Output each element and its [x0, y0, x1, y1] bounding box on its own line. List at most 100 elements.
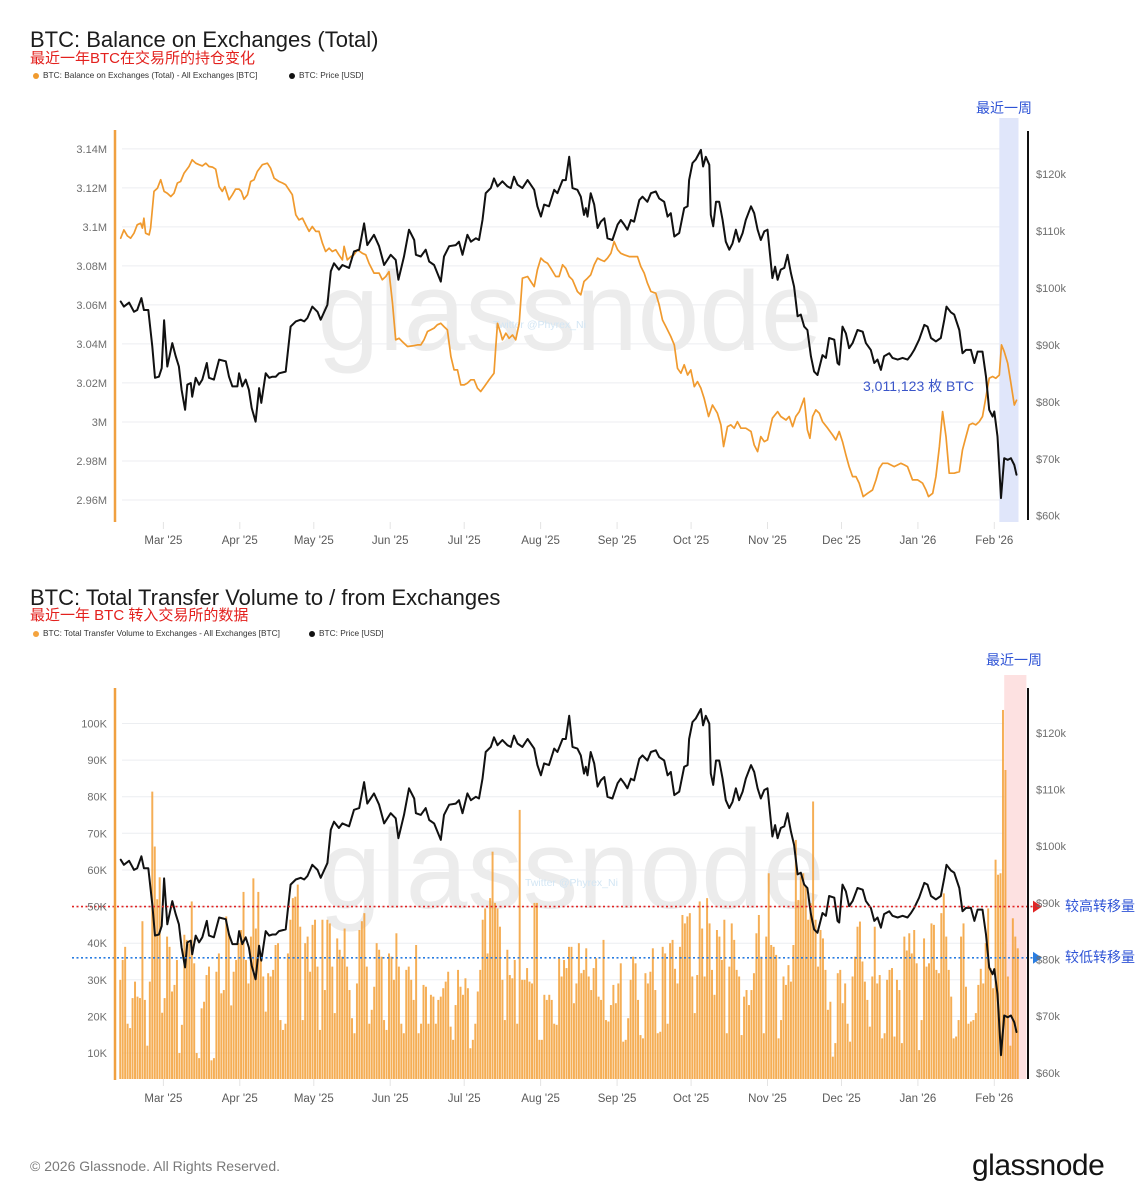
- chart1-legend-balance[interactable]: BTC: Balance on Exchanges (Total) - All …: [33, 70, 257, 81]
- volume-bar: [373, 986, 376, 1079]
- volume-bar: [388, 953, 390, 1079]
- volume-bar: [905, 950, 908, 1079]
- volume-bar: [523, 979, 526, 1079]
- y-left-tick-label: 30K: [87, 975, 107, 987]
- volume-bar: [777, 1038, 780, 1079]
- volume-bar: [989, 968, 992, 1079]
- y-left-tick-label: 70K: [87, 828, 107, 840]
- volume-bar: [629, 979, 632, 1079]
- volume-bar: [526, 968, 529, 1079]
- highlight-band: [1004, 675, 1027, 1079]
- chart2-legend-volume[interactable]: BTC: Total Transfer Volume to Exchanges …: [33, 628, 280, 639]
- volume-bar: [479, 969, 482, 1079]
- volume-bar: [639, 1035, 642, 1079]
- volume-bar: [802, 873, 805, 1079]
- volume-bar: [582, 969, 585, 1079]
- balance-annotation: 3,011,123 枚 BTC: [863, 378, 975, 394]
- volume-bar: [782, 976, 785, 1079]
- y-right-tick-label: $90k: [1036, 898, 1060, 910]
- volume-bar: [659, 1031, 662, 1079]
- chart2-legend-price[interactable]: BTC: Price [USD]: [309, 628, 384, 639]
- volume-bar: [397, 966, 400, 1079]
- volume-bar: [237, 943, 240, 1079]
- volume-bar: [994, 859, 997, 1079]
- y-right-tick-label: $60k: [1036, 511, 1060, 523]
- volume-bar: [476, 991, 479, 1079]
- volume-bar: [264, 1011, 267, 1079]
- volume-bar: [188, 943, 191, 1079]
- watermark-credit: Twitter @Phyrex_Ni: [493, 319, 586, 331]
- chart1-subtitle: 最近一年BTC在交易所的持仓变化: [30, 50, 256, 67]
- volume-bar: [412, 999, 415, 1079]
- volume-bar: [930, 923, 933, 1079]
- volume-bar: [252, 878, 255, 1079]
- volume-bar: [533, 902, 536, 1079]
- volume-bar: [979, 968, 982, 1079]
- volume-bar: [494, 902, 497, 1079]
- volume-bar: [550, 999, 553, 1079]
- volume-bar: [166, 936, 169, 1079]
- volume-bar: [336, 938, 339, 1079]
- price-line: [119, 148, 1018, 500]
- volume-bar: [738, 976, 741, 1079]
- volume-bar: [841, 1003, 844, 1079]
- volume-bar: [383, 1020, 386, 1079]
- volume-bar: [696, 975, 699, 1079]
- volume-bar: [883, 1033, 886, 1079]
- volume-bar: [612, 984, 615, 1079]
- y-left-tick-label: 90K: [87, 755, 107, 767]
- volume-bar: [592, 968, 595, 1079]
- y-left-tick-label: 3.14M: [76, 144, 107, 156]
- volume-bar: [641, 1038, 644, 1079]
- volume-bar: [881, 1038, 884, 1079]
- y-right-tick-label: $100k: [1036, 841, 1066, 853]
- volume-bar: [121, 960, 124, 1079]
- x-tick-label: Mar '25: [144, 535, 182, 547]
- volume-bar: [454, 1005, 457, 1079]
- volume-bar: [1011, 918, 1014, 1079]
- volume-bar: [491, 851, 494, 1079]
- volume-bar: [489, 898, 492, 1079]
- volume-bar: [863, 981, 866, 1079]
- volume-bar: [858, 921, 861, 1079]
- volume-bar: [466, 988, 469, 1079]
- volume-bar: [420, 1023, 423, 1079]
- y-right-tick-label: $80k: [1036, 954, 1060, 966]
- volume-bar: [821, 938, 824, 1079]
- volume-bar: [923, 938, 926, 1079]
- volume-bar: [486, 953, 489, 1079]
- volume-bar: [563, 960, 566, 1079]
- volume-bar: [146, 1045, 149, 1079]
- volume-bar: [691, 976, 694, 1079]
- volume-bar: [750, 990, 753, 1079]
- glassnode-logo[interactable]: glassnode: [972, 1149, 1105, 1182]
- volume-bar: [432, 996, 435, 1079]
- volume-bar: [452, 1039, 455, 1079]
- volume-bar: [787, 965, 790, 1079]
- y-left-tick-label: 60K: [87, 865, 107, 877]
- x-tick-label: Jan '26: [900, 535, 937, 547]
- volume-bar: [464, 978, 467, 1079]
- volume-bar: [353, 1033, 356, 1079]
- x-tick-label: Aug '25: [521, 1093, 560, 1105]
- volume-bar: [370, 1009, 373, 1079]
- volume-bar: [210, 1060, 213, 1079]
- chart2-highlight-label: 最近一周: [986, 652, 1042, 668]
- volume-bar: [323, 990, 326, 1079]
- volume-bar: [866, 999, 869, 1079]
- volume-bar: [942, 893, 945, 1079]
- y-left-tick-label: 50K: [87, 902, 107, 914]
- volume-bar: [602, 939, 605, 1079]
- volume-bar: [940, 913, 943, 1079]
- volume-bar: [851, 976, 854, 1079]
- x-tick-label: Jul '25: [448, 1093, 481, 1105]
- volume-bar: [844, 983, 847, 1079]
- chart1-legend-price[interactable]: BTC: Price [USD]: [289, 70, 364, 81]
- volume-bar: [425, 986, 427, 1079]
- volume-bar: [656, 1033, 659, 1079]
- volume-bar: [294, 896, 297, 1079]
- volume-bar: [141, 921, 144, 1079]
- volume-bar: [587, 976, 590, 1079]
- volume-bar: [740, 1035, 743, 1079]
